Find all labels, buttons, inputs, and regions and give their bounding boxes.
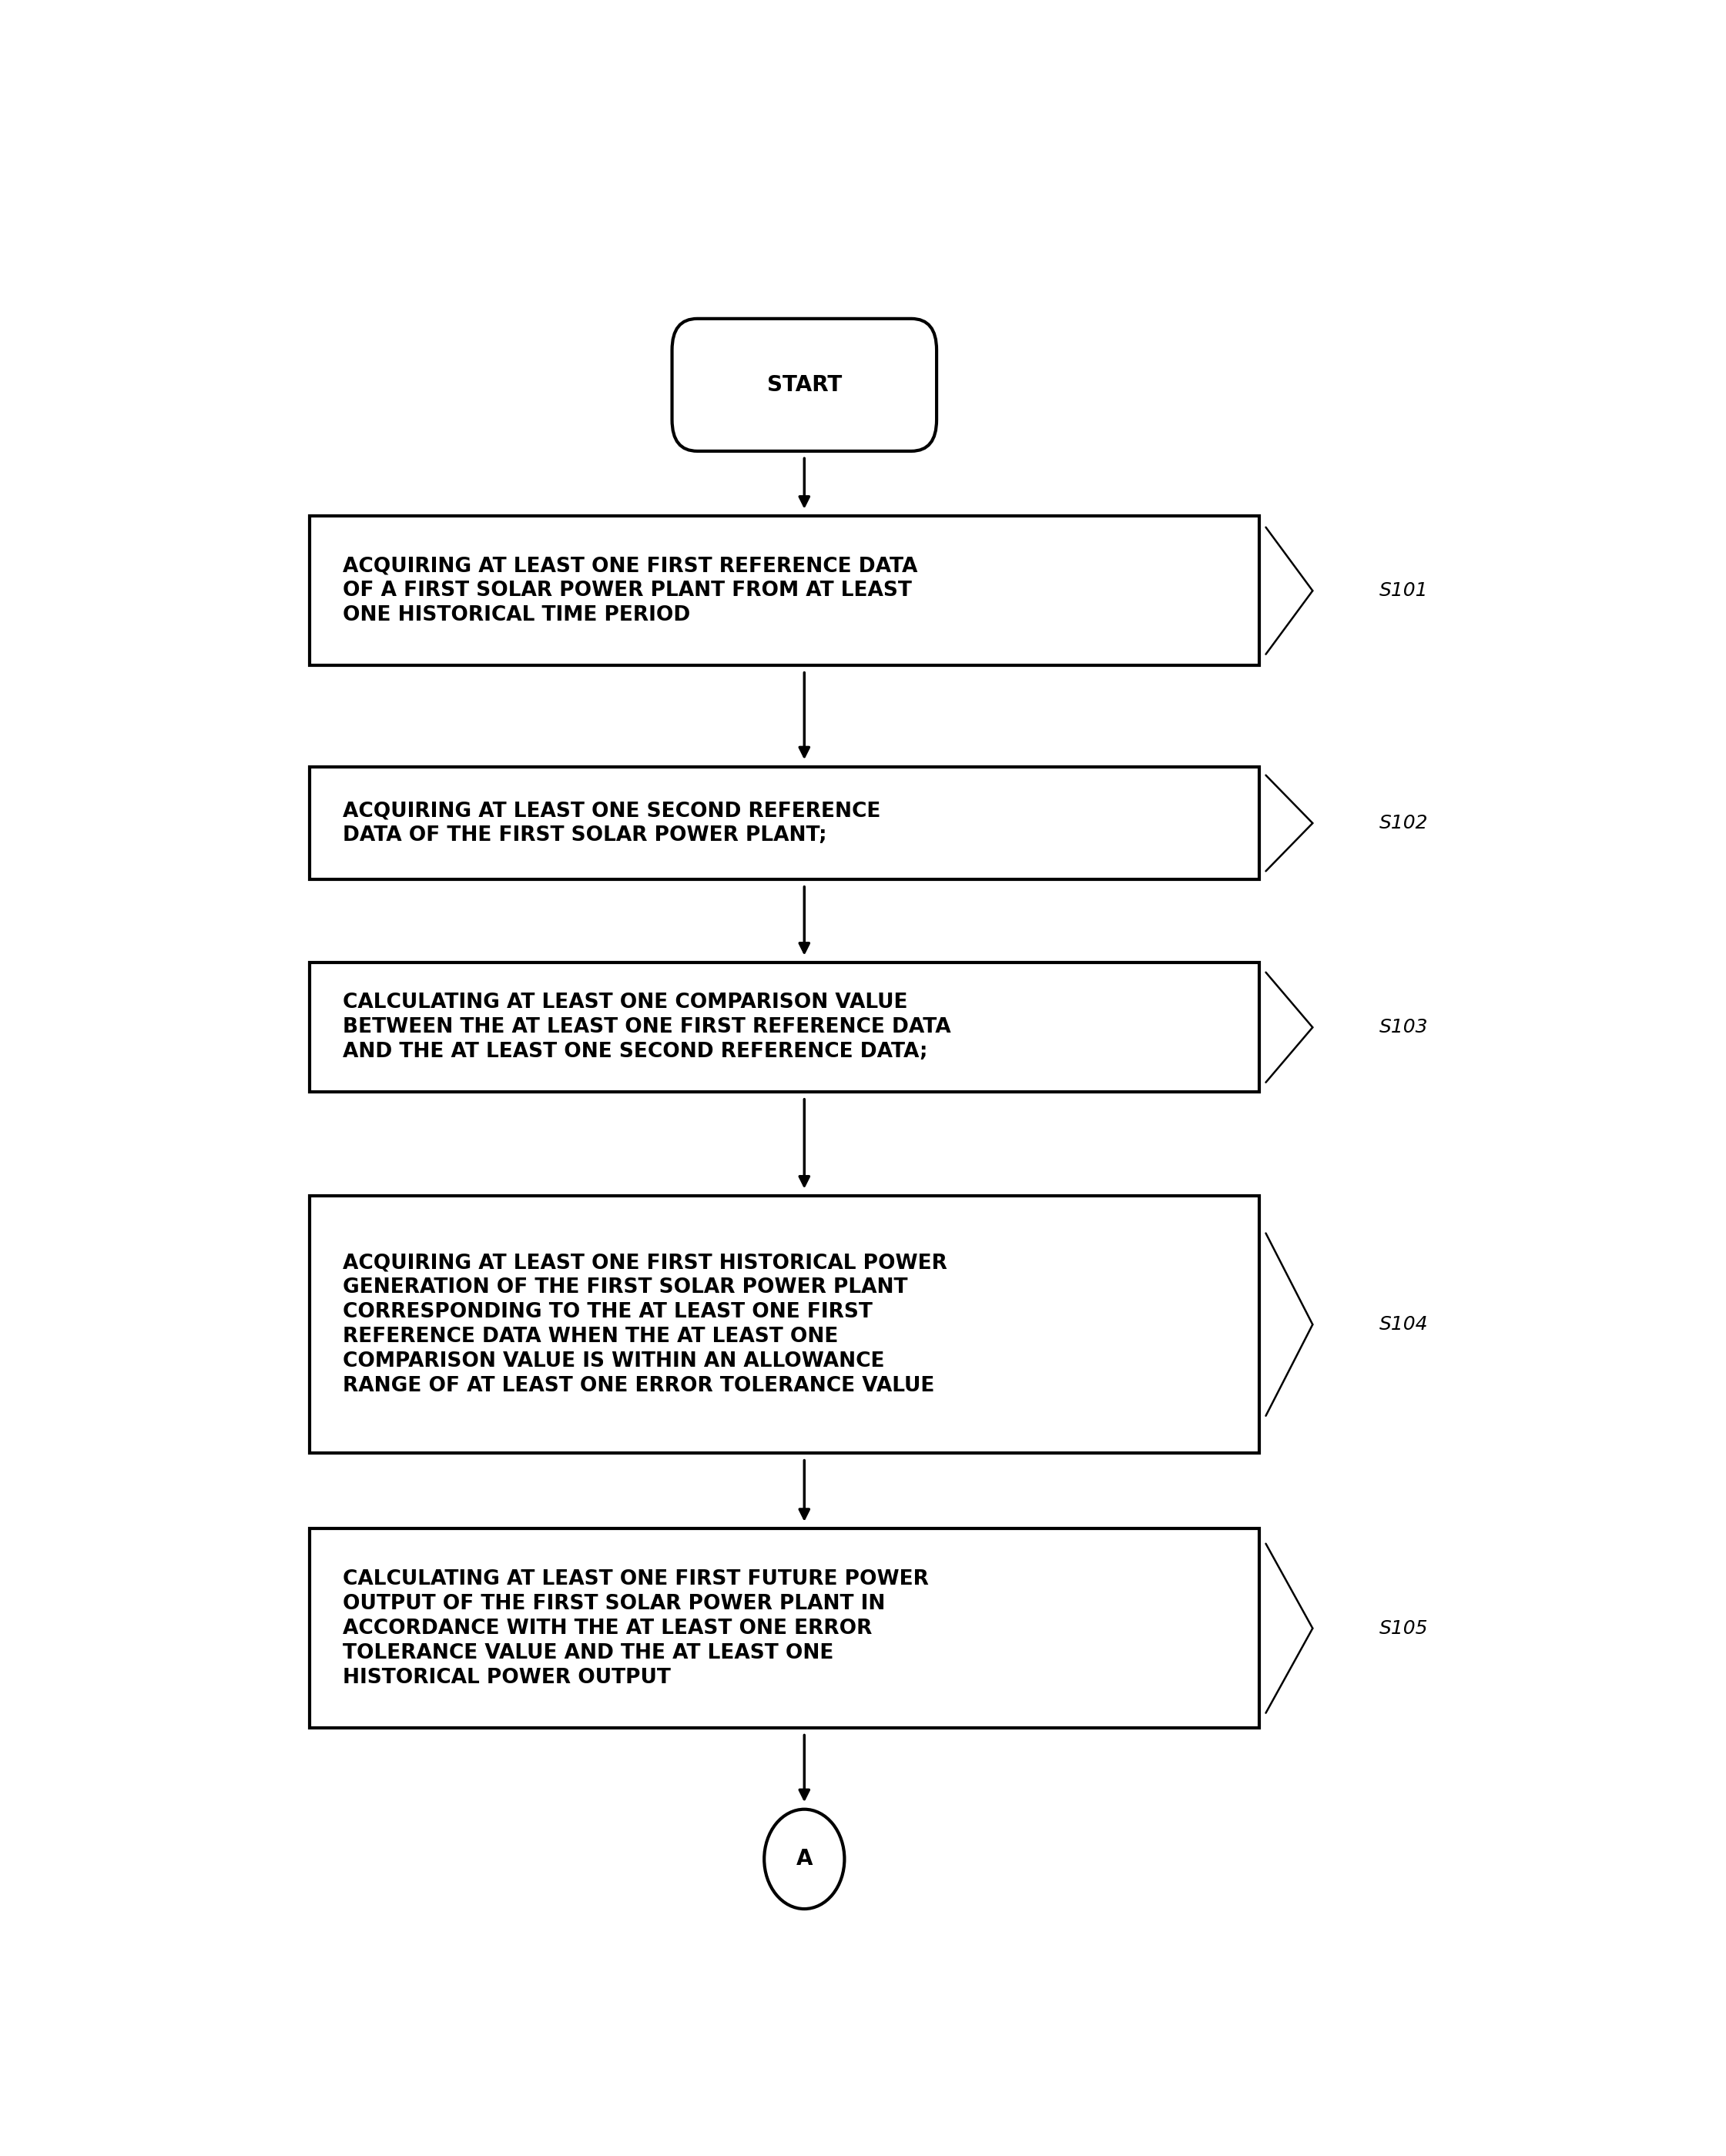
Text: ACQUIRING AT LEAST ONE SECOND REFERENCE
DATA OF THE FIRST SOLAR POWER PLANT;: ACQUIRING AT LEAST ONE SECOND REFERENCE … (343, 800, 880, 845)
FancyBboxPatch shape (309, 515, 1260, 666)
Text: START: START (766, 375, 842, 397)
FancyBboxPatch shape (309, 962, 1260, 1093)
Text: ACQUIRING AT LEAST ONE FIRST HISTORICAL POWER
GENERATION OF THE FIRST SOLAR POWE: ACQUIRING AT LEAST ONE FIRST HISTORICAL … (343, 1253, 948, 1397)
FancyBboxPatch shape (309, 1197, 1260, 1453)
Text: CALCULATING AT LEAST ONE FIRST FUTURE POWER
OUTPUT OF THE FIRST SOLAR POWER PLAN: CALCULATING AT LEAST ONE FIRST FUTURE PO… (343, 1570, 929, 1688)
Text: S105: S105 (1379, 1619, 1429, 1639)
Text: A: A (796, 1848, 813, 1869)
FancyBboxPatch shape (671, 319, 937, 451)
Text: S104: S104 (1379, 1315, 1429, 1335)
Text: ACQUIRING AT LEAST ONE FIRST REFERENCE DATA
OF A FIRST SOLAR POWER PLANT FROM AT: ACQUIRING AT LEAST ONE FIRST REFERENCE D… (343, 556, 918, 625)
Text: S102: S102 (1379, 815, 1429, 832)
Text: S103: S103 (1379, 1018, 1429, 1037)
FancyBboxPatch shape (309, 1529, 1260, 1727)
FancyBboxPatch shape (309, 768, 1260, 880)
Text: CALCULATING AT LEAST ONE COMPARISON VALUE
BETWEEN THE AT LEAST ONE FIRST REFEREN: CALCULATING AT LEAST ONE COMPARISON VALU… (343, 992, 951, 1063)
Circle shape (765, 1809, 844, 1908)
Text: S101: S101 (1379, 582, 1429, 599)
